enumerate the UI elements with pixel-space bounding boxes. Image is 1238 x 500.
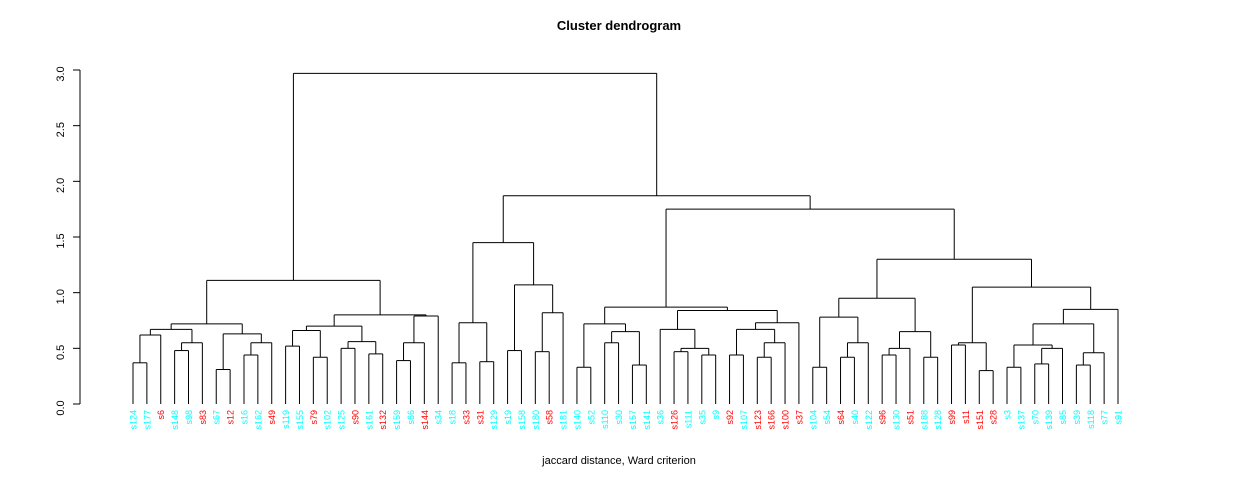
leaf-label: s36 xyxy=(656,410,666,425)
chart-title: Cluster dendrogram xyxy=(556,18,682,33)
leaf-label: s158 xyxy=(517,410,527,430)
y-axis-tick-label: 0.0 xyxy=(55,400,67,415)
leaf-label: s118 xyxy=(1086,410,1096,429)
leaf-label: s102 xyxy=(323,410,333,430)
leaf-label: s141 xyxy=(642,410,652,430)
leaf-label: s96 xyxy=(878,410,888,425)
y-axis-tick-label: 2.0 xyxy=(55,178,67,193)
leaf-label: s140 xyxy=(572,410,582,430)
leaf-label: s188 xyxy=(919,410,929,430)
leaf-label: s19 xyxy=(503,410,513,425)
leaf-label: s39 xyxy=(1072,410,1082,425)
leaf-label: s52 xyxy=(586,410,596,425)
leaf-label: s128 xyxy=(933,410,943,430)
leaf-label: s159 xyxy=(392,410,402,430)
leaf-label: s139 xyxy=(1044,410,1054,430)
y-axis-tick-label: 1.0 xyxy=(55,289,67,304)
leaf-label: s49 xyxy=(267,410,277,425)
y-axis-tick-label: 3.0 xyxy=(55,66,67,81)
leaf-label: s70 xyxy=(1030,410,1040,425)
leaf-label: s181 xyxy=(559,410,569,430)
leaf-label: s77 xyxy=(1100,410,1110,425)
leaf-label: s37 xyxy=(794,410,804,425)
leaf-label: s132 xyxy=(378,410,388,430)
leaf-label: s92 xyxy=(725,410,735,425)
leaf-label: s110 xyxy=(600,410,610,429)
leaf-label: s34 xyxy=(434,410,444,425)
leaf-label: s64 xyxy=(836,410,846,425)
leaf-label: s9 xyxy=(711,410,721,420)
leaf-label: s3 xyxy=(1003,410,1013,420)
leaf-label: s33 xyxy=(461,410,471,425)
leaf-label: s144 xyxy=(420,410,430,430)
leaf-label: s31 xyxy=(475,410,485,425)
leaf-label: s28 xyxy=(989,410,999,425)
leaf-label: s54 xyxy=(822,410,832,425)
leaf-label: s18 xyxy=(448,410,458,425)
leaf-label: s129 xyxy=(489,410,499,430)
leaf-label: s180 xyxy=(531,410,541,430)
leaf-label: s12 xyxy=(226,410,236,425)
y-axis-tick-label: 0.5 xyxy=(55,345,67,360)
leaf-label: s83 xyxy=(198,410,208,425)
leaf-label: s11 xyxy=(961,410,971,424)
leaf-label: s85 xyxy=(1058,410,1068,425)
leaf-label: s130 xyxy=(892,410,902,430)
leaf-label: s104 xyxy=(808,410,818,430)
y-axis-tick-label: 1.5 xyxy=(55,233,67,248)
leaf-label: s119 xyxy=(281,410,291,429)
leaf-label: s126 xyxy=(670,410,680,430)
leaf-label: s125 xyxy=(337,410,347,430)
leaf-label: s177 xyxy=(142,410,152,430)
leaf-label: s100 xyxy=(781,410,791,430)
leaf-label: s67 xyxy=(212,410,222,425)
leaf-label: s122 xyxy=(864,410,874,430)
leaf-label: s6 xyxy=(156,410,166,420)
leaf-label: s40 xyxy=(850,410,860,425)
leaf-label: s107 xyxy=(739,410,749,430)
leaf-label: s166 xyxy=(767,410,777,430)
leaf-label: s35 xyxy=(697,410,707,425)
leaf-label: s111 xyxy=(683,410,693,428)
leaf-label: s124 xyxy=(129,410,139,430)
leaf-label: s155 xyxy=(295,410,305,430)
leaf-label: s161 xyxy=(364,410,374,430)
leaf-label: s123 xyxy=(753,410,763,430)
leaf-label: s162 xyxy=(253,410,263,430)
leaf-label: s157 xyxy=(628,410,638,430)
y-axis-tick-label: 2.5 xyxy=(55,122,67,137)
leaf-label: s99 xyxy=(947,410,957,425)
leaf-label: s58 xyxy=(545,410,555,425)
leaf-label: s51 xyxy=(905,410,915,425)
leaf-label: s137 xyxy=(1016,410,1026,430)
leaf-label: s98 xyxy=(184,410,194,425)
x-axis-label: jaccard distance, Ward criterion xyxy=(542,455,696,467)
leaf-label: s151 xyxy=(975,410,985,430)
leaf-label: s66 xyxy=(406,410,416,425)
leaf-label: s91 xyxy=(1114,410,1124,425)
leaf-label: s90 xyxy=(350,410,360,425)
leaf-label: s148 xyxy=(170,410,180,430)
leaf-label: s79 xyxy=(309,410,319,425)
leaf-label: s30 xyxy=(614,410,624,425)
leaf-label: s16 xyxy=(239,410,249,425)
